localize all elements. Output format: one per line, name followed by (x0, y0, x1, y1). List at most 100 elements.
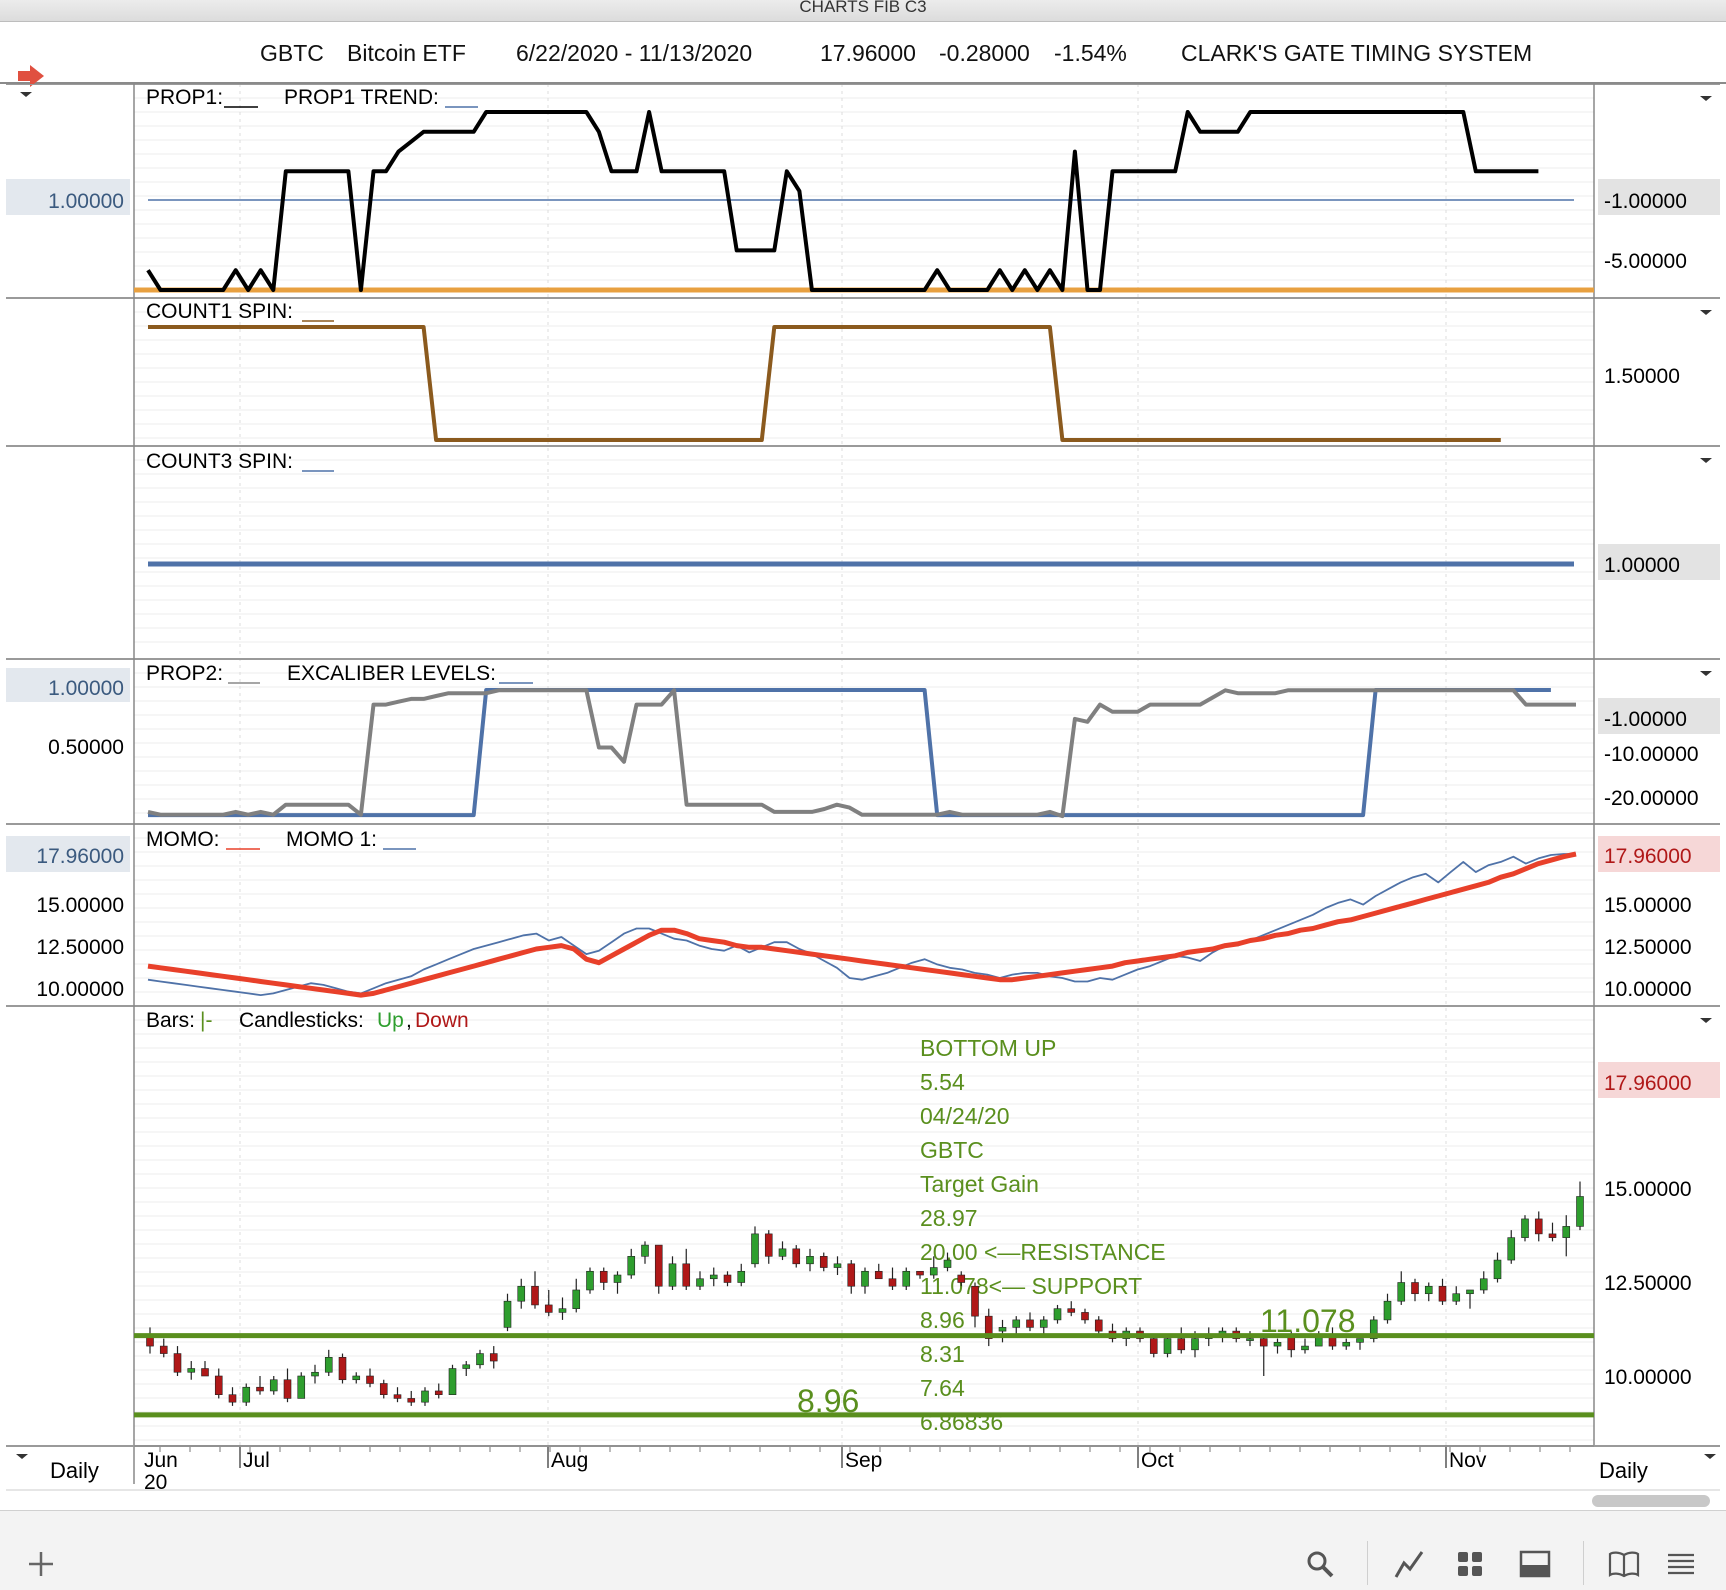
candle-up (558, 1308, 567, 1313)
price-change: -0.28000 (939, 40, 1030, 66)
candle-down (874, 1270, 883, 1280)
candle-down (1177, 1338, 1186, 1351)
prop2-right-value-2: -10.00000 (1604, 743, 1699, 766)
candle-down (283, 1379, 292, 1399)
menu-icon[interactable] (1664, 1547, 1698, 1581)
annotation-line: 8.31 (920, 1341, 965, 1367)
symbol: GBTC (260, 40, 324, 66)
candle-down (407, 1398, 416, 1403)
candle-down (888, 1278, 897, 1287)
candle-down (531, 1285, 539, 1306)
candle-down (434, 1390, 443, 1395)
candle-up (1424, 1285, 1433, 1295)
candle-up (1562, 1226, 1571, 1238)
prop1-title: PROP1: (146, 86, 223, 109)
candle-down (366, 1375, 374, 1384)
low-level-label: 8.96 (797, 1383, 859, 1419)
prop1-right-value-box (1598, 179, 1720, 215)
panel-menu-chevron-icon (1700, 96, 1712, 101)
candle-up (1246, 1338, 1254, 1341)
prop2-right-value-box (1598, 698, 1720, 734)
period-chevron-icon (1704, 1454, 1716, 1459)
price-right-value-3: 12.50000 (1604, 1272, 1692, 1295)
annotation-line: GBTC (920, 1137, 984, 1163)
toolbar-separator (1583, 1541, 1584, 1585)
candle-down (599, 1270, 608, 1283)
candle-up (1369, 1319, 1378, 1339)
annotation-line: 8.96 (920, 1307, 965, 1333)
prop2-left-value-2: 0.50000 (48, 736, 124, 759)
month-aug: Aug (551, 1449, 588, 1472)
month-sep: Sep (845, 1449, 882, 1472)
add-icon[interactable] (24, 1547, 58, 1581)
book-icon[interactable] (1607, 1547, 1641, 1581)
excaliber-line (148, 688, 1551, 818)
candle-down (916, 1270, 924, 1276)
momo-left-value-1: 17.96000 (36, 845, 124, 868)
horizontal-scrollbar[interactable] (1592, 1495, 1710, 1507)
candle-down (723, 1274, 732, 1283)
candle-down (971, 1285, 979, 1317)
window-title-bar: CHARTS FIB C3 (0, 0, 1726, 22)
candle-up (696, 1278, 704, 1287)
candle-up (833, 1263, 842, 1268)
panel-menu-chevron-icon (1700, 671, 1712, 676)
line-chart-icon[interactable] (1393, 1547, 1427, 1581)
annotation-line: 04/24/20 (920, 1103, 1010, 1129)
chart-area[interactable]: PROP1: PROP1 TREND: 1.00000 -1.00000 -5.… (0, 84, 1726, 1510)
price-right-value-1: 17.96000 (1604, 1072, 1692, 1095)
candle-down (957, 1274, 966, 1283)
search-icon[interactable] (1303, 1547, 1337, 1581)
momo-line (147, 851, 1577, 998)
candle-up (242, 1386, 251, 1403)
candle-up (1383, 1300, 1392, 1321)
count1-line (148, 325, 1501, 442)
panel-price: Bars: |- Candlesticks: Up , Down 17.9600… (134, 1009, 1720, 1435)
red-arrow-icon[interactable] (16, 64, 46, 88)
candles-title: Candlesticks: (239, 1009, 364, 1032)
candle-up (1273, 1342, 1282, 1347)
period-right[interactable]: Daily (1599, 1458, 1648, 1483)
momo1-title: MOMO 1: (286, 828, 377, 851)
candle-down (984, 1315, 993, 1339)
candle-up (462, 1364, 471, 1369)
prop2-right-value-1: -1.00000 (1604, 708, 1687, 731)
annotation-line: 11.078<— SUPPORT (920, 1273, 1142, 1299)
candle-up (1507, 1237, 1516, 1261)
candle-down (654, 1244, 663, 1287)
symbol-name: Bitcoin ETF (347, 40, 466, 66)
panel-layout-icon[interactable] (1518, 1547, 1552, 1581)
panel-menu-chevron-icon (1700, 458, 1712, 463)
annotation-list: BOTTOM UP 5.54 04/24/20 GBTC Target Gain 28.9… (920, 1035, 1166, 1435)
candle-down (489, 1353, 498, 1362)
x-axis: Jun Jul Aug Sep Oct Nov 20 Daily Daily (50, 1445, 1710, 1507)
month-jul: Jul (243, 1449, 270, 1472)
period-chevron-icon (16, 1454, 28, 1459)
candles-down-label: Down (415, 1009, 469, 1032)
candle-up (586, 1270, 594, 1291)
panel-count3: COUNT3 SPIN: 1.00000 (146, 450, 1720, 580)
prop1-line (146, 110, 1539, 292)
month-oct: Oct (1141, 1449, 1174, 1472)
momo-left-value-4: 10.00000 (36, 978, 124, 1001)
panel-menu-chevron-icon (1700, 310, 1712, 315)
month-nov: Nov (1449, 1449, 1487, 1472)
candle-up (324, 1357, 333, 1373)
grid-layout-icon[interactable] (1453, 1547, 1487, 1581)
candle-up (737, 1270, 746, 1283)
period-left[interactable]: Daily (50, 1458, 99, 1483)
candle-down (1026, 1319, 1034, 1328)
price-right-value-box (1598, 1062, 1720, 1098)
count1-title: COUNT1 SPIN: (146, 300, 293, 323)
candle-down (544, 1304, 553, 1313)
candle-up (1479, 1278, 1488, 1291)
candle-up (311, 1371, 319, 1377)
prop1-right-value-1: -1.00000 (1604, 190, 1687, 213)
candles-up-label: Up (377, 1009, 404, 1032)
quote-header: GBTC Bitcoin ETF 6/22/2020 - 11/13/2020 … (0, 22, 1726, 87)
candles-comma: , (406, 1009, 412, 1032)
last-price: 17.96000 (820, 40, 916, 66)
candle-up (1191, 1338, 1199, 1351)
candle-down (847, 1263, 856, 1287)
candle-down (819, 1256, 828, 1268)
